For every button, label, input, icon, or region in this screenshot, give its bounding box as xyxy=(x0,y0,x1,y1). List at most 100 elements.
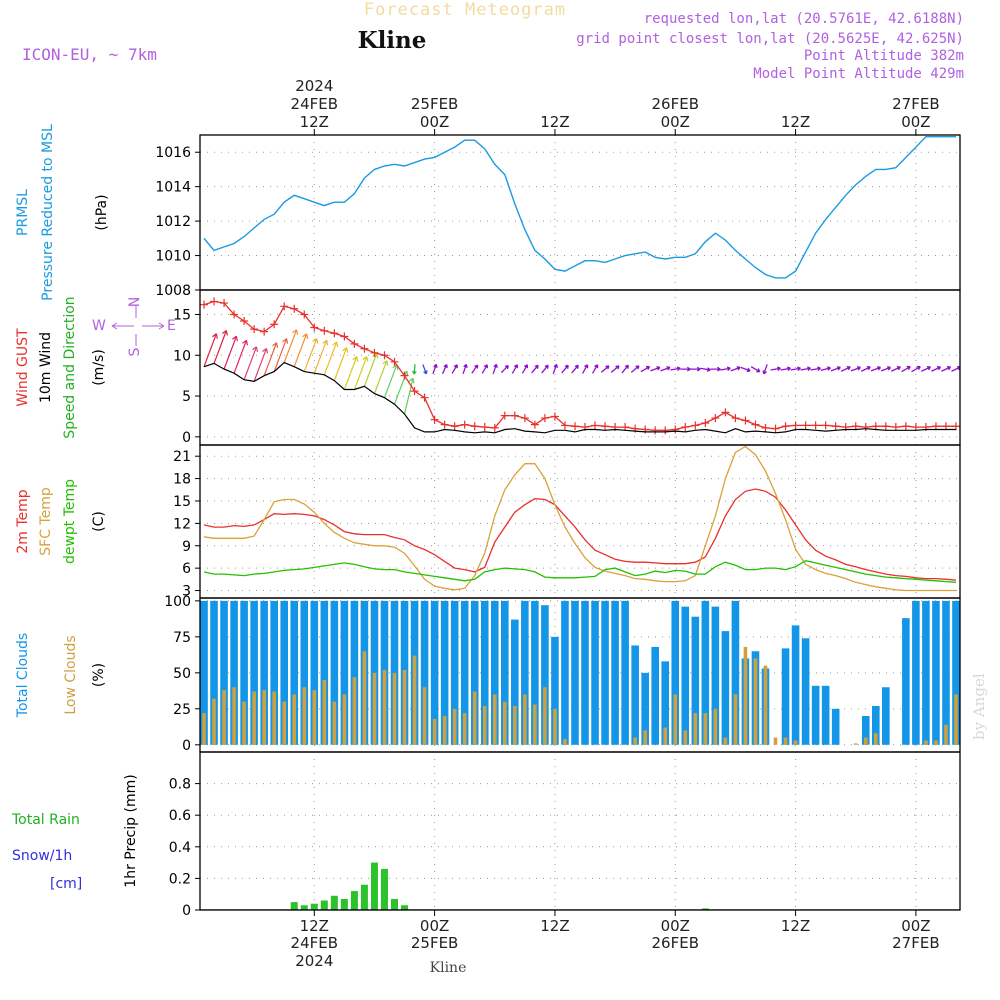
low-cloud-bar xyxy=(262,690,266,745)
direction-arrow xyxy=(660,366,671,372)
low-cloud-bar xyxy=(944,724,948,745)
wind-vector-head xyxy=(242,339,249,346)
direction-arrow xyxy=(571,364,579,374)
gust-marker xyxy=(500,411,509,420)
top-tick-day: 24FEB xyxy=(291,95,338,113)
gust-marker xyxy=(230,310,239,319)
low-cloud-bar xyxy=(332,701,337,745)
y-tick-label: 0.8 xyxy=(169,777,191,793)
low-cloud-bar xyxy=(372,672,377,745)
low-cloud-bar xyxy=(793,740,798,745)
panel-frame xyxy=(199,751,961,911)
panel-labels: Wind GUST 10m Wind Speed and Direction (m/s… xyxy=(15,296,107,438)
low-cloud-bar xyxy=(302,687,307,745)
compass-s: S xyxy=(127,347,143,356)
wind-vector xyxy=(263,342,278,376)
wind-vector xyxy=(303,338,318,372)
wind-vector xyxy=(353,356,368,390)
wind-vector-head xyxy=(272,342,279,348)
y-tick-label: 0.2 xyxy=(169,871,191,887)
total-cloud-bar xyxy=(280,600,289,745)
wind-vector-head xyxy=(322,339,329,346)
wind-vector xyxy=(223,336,237,370)
direction-arrow xyxy=(422,364,428,375)
bottom-tick-label: 00Z xyxy=(420,917,449,935)
series-wind-line xyxy=(203,361,956,434)
top-tick-label: 00Z xyxy=(901,113,930,131)
wind-vector xyxy=(323,341,338,376)
y-axis-label: 1hr Precip (mm) xyxy=(123,774,139,887)
direction-arrow xyxy=(921,366,931,372)
low-cloud-bar xyxy=(422,687,427,745)
series-label: Snow/1h xyxy=(12,848,72,864)
direction-arrow xyxy=(941,366,952,372)
panel-3: 3 6 9 12 15 18 21 2m Temp SFC Temp dewpt Temp (C) xyxy=(15,444,961,600)
direction-arrow xyxy=(830,366,841,372)
y-tick-label: 1016 xyxy=(155,145,191,161)
gust-marker xyxy=(220,299,229,308)
y-tick-label: 1014 xyxy=(155,180,191,196)
direction-arrow xyxy=(700,367,711,372)
total-cloud-bar xyxy=(831,708,840,745)
series-label: SFC Temp xyxy=(38,487,54,556)
wind-vector-head xyxy=(332,341,339,348)
total-cloud-bar xyxy=(791,625,800,745)
total-cloud-bar xyxy=(811,685,820,745)
top-tick-year: 2024 xyxy=(295,77,333,95)
gust-marker xyxy=(671,425,680,434)
low-cloud-bar xyxy=(462,713,467,745)
bottom-tick-year: 2024 xyxy=(295,952,333,970)
low-cloud-bar xyxy=(252,691,256,745)
wind-vector xyxy=(343,356,358,390)
total-cloud-bar xyxy=(571,600,579,745)
low-cloud-bar xyxy=(523,694,527,745)
panel-4: 0 25 50 75 100 Total Clouds Low Clouds (%) xyxy=(15,594,961,754)
low-cloud-bar xyxy=(533,704,537,745)
plot-area xyxy=(200,600,960,745)
gust-marker xyxy=(310,323,319,332)
total-cloud-bar xyxy=(541,605,549,745)
direction-arrow xyxy=(780,366,791,372)
y-tick-label: 15 xyxy=(173,307,191,323)
low-cloud-bar xyxy=(202,713,206,745)
total-cloud-bar xyxy=(912,600,920,745)
plot-area xyxy=(200,862,960,910)
low-cloud-bar xyxy=(392,672,397,745)
y-tick-label: 50 xyxy=(173,666,191,682)
y-tick-label: 21 xyxy=(173,449,191,465)
low-cloud-bar xyxy=(763,665,768,745)
panel-labels: Total Clouds Low Clouds (%) xyxy=(15,633,107,718)
total-cloud-bar xyxy=(200,600,208,745)
direction-arrow xyxy=(640,365,651,373)
plot-area xyxy=(203,136,956,279)
gust-marker xyxy=(200,300,208,309)
wind-vector-head xyxy=(222,330,228,336)
low-cloud-bar xyxy=(934,740,938,745)
y-axis-label: (%) xyxy=(91,663,107,687)
low-cloud-bar xyxy=(402,669,407,745)
gust-marker xyxy=(831,422,840,431)
total-cloud-bar xyxy=(460,600,469,745)
wind-vector-head xyxy=(352,356,359,362)
total-cloud-bar xyxy=(440,600,449,745)
low-cloud-bar xyxy=(693,713,698,745)
rain-bar xyxy=(360,884,368,910)
total-cloud-bar xyxy=(671,600,680,745)
bottom-tick-day: 25FEB xyxy=(411,934,458,952)
gust-marker xyxy=(360,344,369,353)
low-cloud-bar xyxy=(513,705,517,745)
low-cloud-bar xyxy=(543,687,547,745)
total-cloud-bar xyxy=(551,636,559,745)
series-gust-line xyxy=(203,300,956,431)
top-tick-day: 25FEB xyxy=(411,95,458,113)
direction-arrow xyxy=(552,363,558,375)
low-cloud-bar xyxy=(232,687,236,745)
total-cloud-bar xyxy=(450,600,459,745)
top-tick-label: 12Z xyxy=(300,113,329,131)
series-t2m-line xyxy=(203,488,957,581)
low-cloud-bar xyxy=(382,669,387,745)
direction-arrow xyxy=(820,366,831,372)
low-cloud-bar xyxy=(853,743,858,745)
series-sfc-line xyxy=(203,445,956,592)
